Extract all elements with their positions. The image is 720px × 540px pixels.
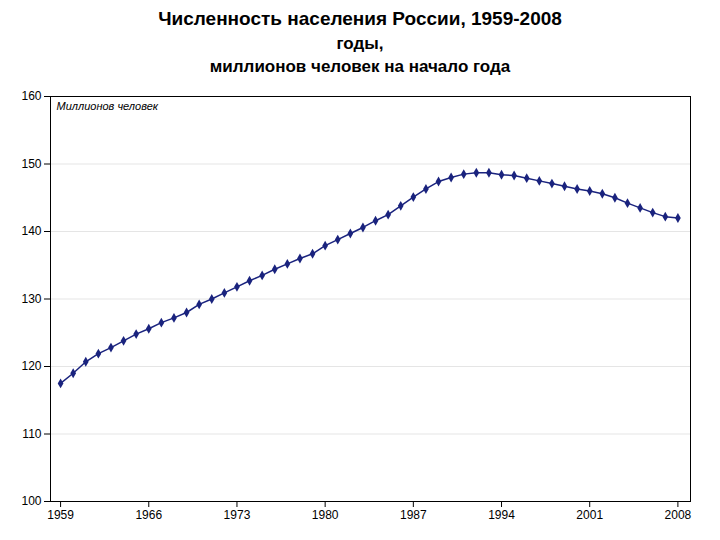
svg-text:120: 120 bbox=[21, 359, 41, 373]
svg-text:140: 140 bbox=[21, 224, 41, 238]
html-text:миллионов человек на начало го: миллионов человек на начало года bbox=[209, 57, 511, 76]
svg-text:1966: 1966 bbox=[135, 508, 162, 522]
svg-text:2008: 2008 bbox=[665, 508, 692, 522]
svg-text:150: 150 bbox=[21, 157, 41, 171]
svg-text:130: 130 bbox=[21, 292, 41, 306]
html-text:годы,: годы, bbox=[336, 34, 384, 53]
svg-text:110: 110 bbox=[22, 427, 41, 441]
svg-text:1973: 1973 bbox=[224, 508, 251, 522]
svg-text:160: 160 bbox=[21, 89, 41, 103]
svg-text:Миллионов человек: Миллионов человек bbox=[57, 100, 159, 112]
html-text:Численность населения России,: Численность населения России, 1959-2008 bbox=[158, 8, 562, 29]
svg-text:1959: 1959 bbox=[47, 508, 74, 522]
svg-text:100: 100 bbox=[21, 494, 41, 508]
svg-text:1987: 1987 bbox=[400, 508, 427, 522]
svg-text:2001: 2001 bbox=[576, 508, 603, 522]
svg-text:1980: 1980 bbox=[312, 508, 339, 522]
svg-text:1994: 1994 bbox=[488, 508, 515, 522]
